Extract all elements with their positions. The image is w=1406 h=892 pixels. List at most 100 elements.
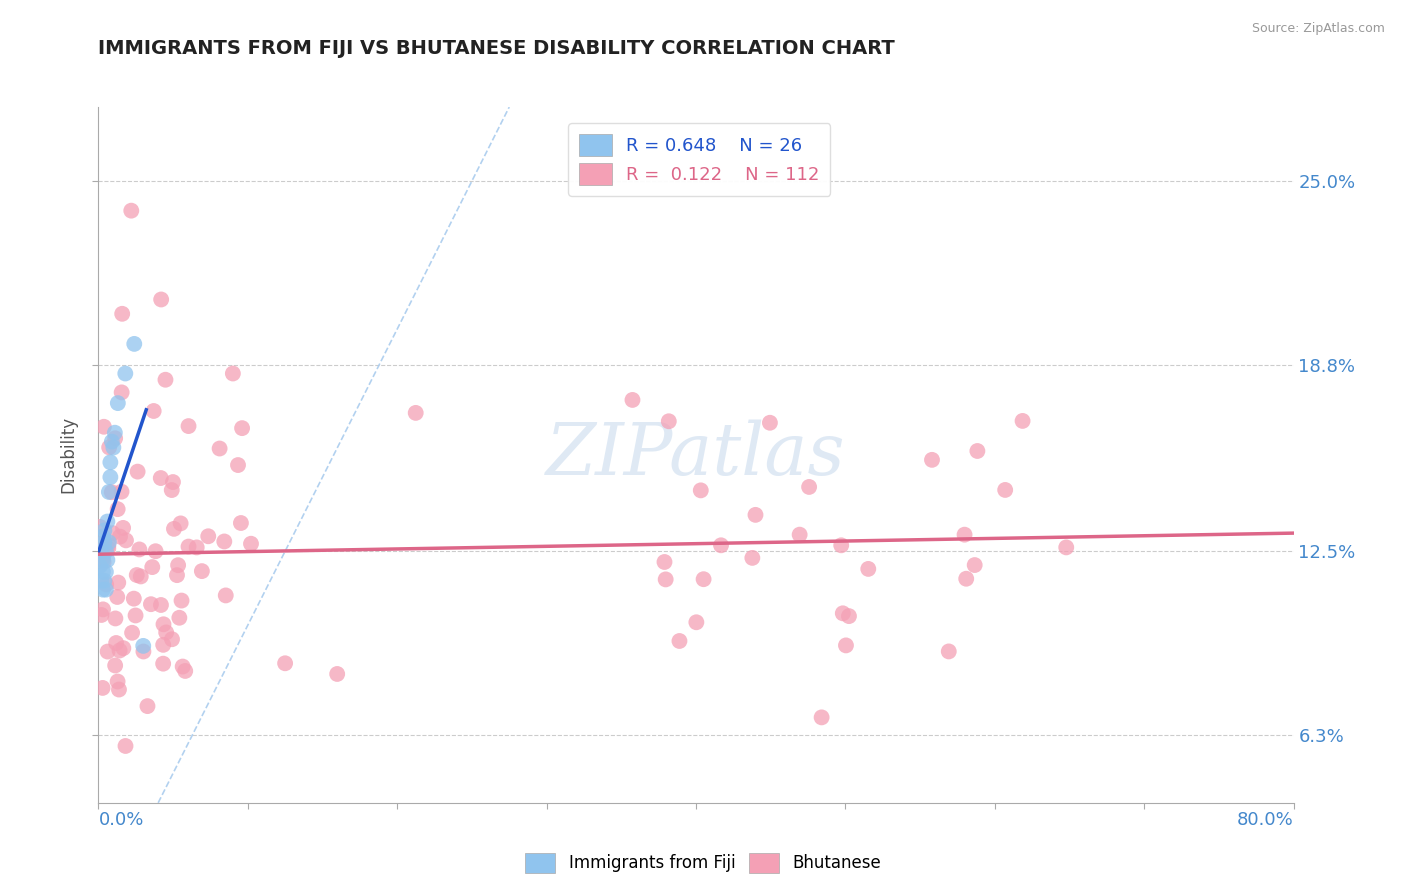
- Point: [93, 419, 115, 434]
- Point: [797, 480, 820, 494]
- Point: [177, 419, 200, 434]
- Point: [186, 541, 208, 555]
- Point: [89, 558, 111, 573]
- Text: IMMIGRANTS FROM FIJI VS BHUTANESE DISABILITY CORRELATION CHART: IMMIGRANTS FROM FIJI VS BHUTANESE DISABI…: [98, 39, 896, 58]
- Point: [759, 416, 782, 430]
- Point: [214, 534, 236, 549]
- Point: [101, 434, 124, 449]
- Point: [136, 699, 159, 714]
- Point: [132, 639, 155, 653]
- Point: [172, 659, 194, 673]
- Point: [124, 337, 146, 351]
- Point: [115, 533, 138, 548]
- Point: [921, 453, 943, 467]
- Point: [91, 602, 114, 616]
- Point: [104, 425, 127, 440]
- Text: 80.0%: 80.0%: [1237, 811, 1294, 829]
- Point: [654, 573, 676, 587]
- Point: [177, 540, 200, 554]
- Point: [124, 608, 146, 623]
- Point: [830, 538, 852, 552]
- Point: [810, 710, 832, 724]
- Point: [93, 535, 115, 549]
- Point: [96, 515, 118, 529]
- Point: [90, 607, 112, 622]
- Point: [966, 444, 988, 458]
- Point: [197, 529, 219, 543]
- Point: [105, 590, 128, 604]
- Point: [963, 558, 986, 572]
- Point: [91, 537, 114, 551]
- Point: [114, 739, 136, 753]
- Point: [100, 470, 122, 484]
- Point: [621, 392, 644, 407]
- Point: [114, 367, 136, 381]
- Point: [145, 544, 167, 558]
- Point: [93, 524, 115, 538]
- Point: [152, 617, 174, 632]
- Point: [405, 406, 427, 420]
- Point: [103, 441, 125, 455]
- Point: [741, 550, 763, 565]
- Text: ZIPatlas: ZIPatlas: [546, 419, 846, 491]
- Point: [953, 527, 976, 541]
- Point: [90, 574, 112, 588]
- Point: [127, 465, 149, 479]
- Text: Source: ZipAtlas.com: Source: ZipAtlas.com: [1251, 22, 1385, 36]
- Point: [326, 667, 349, 681]
- Point: [160, 483, 183, 497]
- Point: [112, 521, 135, 535]
- Point: [174, 664, 197, 678]
- Point: [107, 396, 129, 410]
- Point: [110, 484, 132, 499]
- Point: [101, 526, 124, 541]
- Point: [105, 636, 128, 650]
- Point: [169, 611, 191, 625]
- Point: [142, 404, 165, 418]
- Y-axis label: Disability: Disability: [59, 417, 77, 493]
- Point: [155, 373, 177, 387]
- Point: [96, 577, 118, 591]
- Point: [160, 632, 183, 647]
- Point: [91, 565, 114, 579]
- Point: [112, 641, 135, 656]
- Point: [125, 568, 148, 582]
- Point: [152, 657, 174, 671]
- Point: [1054, 541, 1077, 555]
- Point: [98, 441, 121, 455]
- Point: [100, 455, 122, 469]
- Point: [654, 555, 676, 569]
- Point: [90, 537, 112, 551]
- Point: [111, 307, 134, 321]
- Point: [128, 542, 150, 557]
- Point: [668, 634, 690, 648]
- Point: [149, 471, 172, 485]
- Point: [149, 598, 172, 612]
- Point: [97, 538, 120, 552]
- Point: [835, 639, 858, 653]
- Point: [858, 562, 880, 576]
- Point: [685, 615, 707, 630]
- Point: [231, 421, 253, 435]
- Point: [122, 591, 145, 606]
- Point: [107, 674, 129, 689]
- Point: [111, 385, 134, 400]
- Point: [222, 367, 245, 381]
- Point: [91, 681, 114, 695]
- Point: [104, 611, 127, 625]
- Point: [121, 625, 143, 640]
- Point: [658, 414, 681, 428]
- Point: [240, 537, 263, 551]
- Point: [938, 644, 960, 658]
- Point: [141, 560, 163, 574]
- Point: [89, 520, 111, 534]
- Point: [93, 574, 115, 588]
- Point: [104, 658, 127, 673]
- Point: [789, 527, 811, 541]
- Point: [152, 638, 174, 652]
- Point: [91, 582, 114, 597]
- Legend: R = 0.648    N = 26, R =  0.122    N = 112: R = 0.648 N = 26, R = 0.122 N = 112: [568, 123, 831, 196]
- Point: [689, 483, 711, 498]
- Point: [139, 597, 162, 611]
- Point: [1011, 414, 1033, 428]
